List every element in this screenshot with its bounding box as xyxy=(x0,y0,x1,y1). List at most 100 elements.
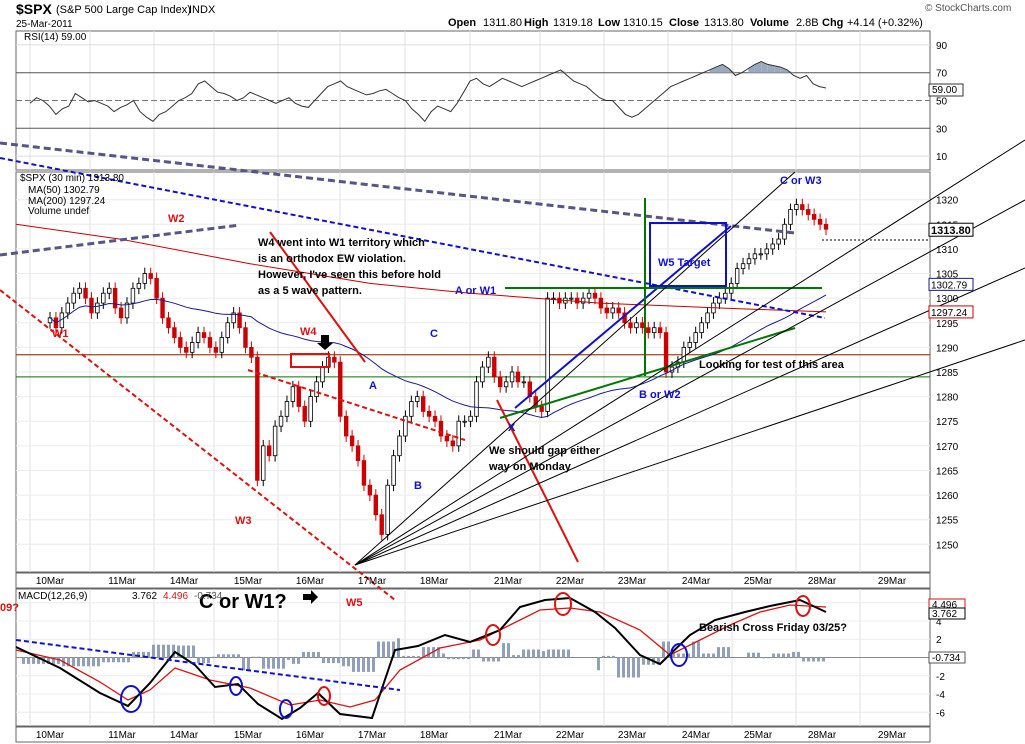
rsi-value-tag: 59.00 xyxy=(932,85,957,96)
candle-body xyxy=(497,376,503,388)
macd-histogram-bar xyxy=(777,653,780,658)
candle-body xyxy=(734,268,740,284)
ma50-label: MA(50) 1302.79 xyxy=(28,185,100,196)
macd-histogram-bar xyxy=(427,647,430,658)
macd-histogram-bar xyxy=(222,654,225,658)
macd-cross-circle xyxy=(485,624,501,646)
macd-histogram-bar xyxy=(497,657,500,662)
annotation-x1: X xyxy=(508,422,516,434)
candle-body xyxy=(314,381,319,398)
annotation-b_or_w2: B or W2 xyxy=(639,389,681,401)
candle-body xyxy=(107,287,112,294)
macd-histogram-bar xyxy=(322,657,325,664)
x-tick-label: 23Mar xyxy=(618,730,647,741)
green-rising-line xyxy=(499,327,796,419)
macd-histogram-bar xyxy=(697,641,700,658)
candle-body xyxy=(195,332,201,343)
macd-histogram-bar xyxy=(562,649,565,658)
x-tick-label: 24Mar xyxy=(682,730,711,741)
candle-body xyxy=(338,361,343,417)
candle-body xyxy=(320,366,325,383)
ma50-tag: 1302.79 xyxy=(931,280,968,291)
macd-histogram-bar xyxy=(557,649,560,658)
macd-histogram-bar xyxy=(197,657,200,664)
candle-body xyxy=(545,297,550,412)
macd-histogram-bar xyxy=(67,657,70,667)
macd-histogram-bar xyxy=(157,644,160,658)
candle-body xyxy=(355,445,361,462)
macd-histogram-bar xyxy=(232,654,235,658)
candle-body xyxy=(758,253,764,256)
macd-tick-label: 4 xyxy=(936,617,942,628)
candle-body xyxy=(385,484,390,535)
high-label: High xyxy=(524,17,549,29)
candle-body xyxy=(740,263,746,270)
price-tick-label: 1280 xyxy=(936,393,959,404)
rsi-tick-label: 90 xyxy=(936,41,948,52)
rsi-overbought-fill xyxy=(754,61,762,73)
candle-body xyxy=(628,322,633,329)
macd-histogram-bar xyxy=(102,657,105,663)
candle-body xyxy=(124,302,130,319)
candle-body xyxy=(89,297,94,314)
annotation-a_or_w1: A or W1 xyxy=(455,285,496,297)
candle-body xyxy=(486,356,491,368)
annotation-note1_l3: However, I've seen this before hold xyxy=(258,269,441,281)
annotation-b1: B xyxy=(414,480,422,492)
macd-histogram-bar xyxy=(467,657,470,660)
macd-cross-circle xyxy=(554,592,572,616)
macd-histogram-bar xyxy=(527,649,530,658)
candle-body xyxy=(521,381,527,384)
candle-body xyxy=(794,204,799,210)
candle-body xyxy=(764,248,769,255)
candle-body xyxy=(580,297,586,304)
candle-body xyxy=(492,356,497,378)
high-value: 1319.18 xyxy=(553,17,593,29)
macd-histogram-bar xyxy=(762,657,765,659)
candle-body xyxy=(71,292,76,304)
ma200-label: MA(200) 1297.24 xyxy=(28,196,106,207)
macd-histogram-bar xyxy=(162,644,165,658)
macd-histogram-bar xyxy=(187,645,190,658)
price-tick-label: 1290 xyxy=(936,343,959,354)
rsi-tick-label: 70 xyxy=(936,69,948,80)
candle-body xyxy=(272,425,278,457)
candle-body xyxy=(261,445,266,481)
candle-body xyxy=(278,415,284,427)
candle-body xyxy=(160,297,165,319)
macd-histogram-bar xyxy=(117,657,120,663)
macd-histogram-bar xyxy=(257,656,260,658)
macd-histogram-bar xyxy=(492,657,495,662)
low-value: 1310.15 xyxy=(623,17,663,29)
candle-body xyxy=(290,386,296,402)
rsi-overbought-fill xyxy=(748,64,755,73)
macd-histogram-bar xyxy=(477,649,480,658)
annotation-note1_l1: W4 went into W1 territory which xyxy=(258,237,425,249)
macd-histogram-bar xyxy=(407,655,410,658)
annotation-c1: C xyxy=(430,328,438,340)
macd-histogram-bar xyxy=(417,655,420,658)
date-strip xyxy=(15,572,931,589)
x-tick-label: 25Mar xyxy=(744,730,773,741)
macd-histogram-bar xyxy=(547,649,550,658)
candle-body xyxy=(811,214,817,220)
macd-histogram-bar xyxy=(177,645,180,658)
macd-histogram-bar xyxy=(277,657,280,669)
candle-body xyxy=(817,218,823,225)
candle-body xyxy=(189,342,195,353)
last-price-tag: 1313.80 xyxy=(931,225,971,237)
rsi-value-tag-box xyxy=(928,83,964,97)
x-tick-label: 25Mar xyxy=(744,576,773,587)
candle-body xyxy=(219,337,224,353)
candle-body xyxy=(343,415,349,437)
candle-body xyxy=(77,287,82,294)
candle-body xyxy=(349,435,355,447)
macd-histogram-bar xyxy=(262,657,265,669)
macd-histogram-bar xyxy=(717,647,720,658)
macd-histogram-bar xyxy=(522,649,525,658)
macd-histogram-bar xyxy=(502,643,505,658)
price-tick-label: 1260 xyxy=(936,491,959,502)
macd-histogram-bar xyxy=(37,657,40,664)
candle-body xyxy=(663,332,669,373)
macd-histogram-bar xyxy=(437,647,440,658)
